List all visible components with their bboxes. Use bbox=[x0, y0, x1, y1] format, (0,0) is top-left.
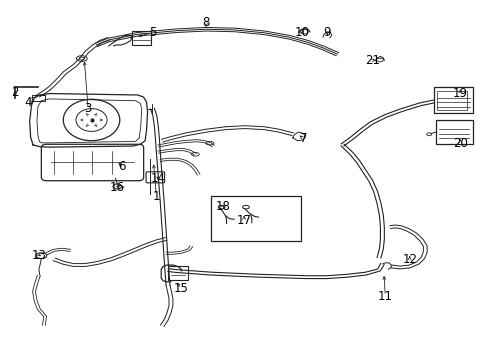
Bar bbox=[438, 91, 466, 111]
Text: 8: 8 bbox=[202, 15, 210, 28]
Text: 18: 18 bbox=[216, 200, 230, 213]
Text: 6: 6 bbox=[119, 160, 126, 173]
Text: 19: 19 bbox=[453, 87, 468, 100]
Text: 5: 5 bbox=[149, 26, 156, 39]
Text: 20: 20 bbox=[453, 137, 468, 150]
Bar bbox=[31, 95, 45, 102]
Text: 15: 15 bbox=[173, 283, 188, 296]
Text: 1: 1 bbox=[152, 190, 160, 203]
Bar bbox=[434, 87, 473, 113]
Text: 7: 7 bbox=[300, 132, 307, 145]
Text: 11: 11 bbox=[378, 289, 393, 303]
Text: 16: 16 bbox=[110, 181, 125, 194]
Text: 3: 3 bbox=[84, 102, 92, 115]
Bar bbox=[132, 31, 151, 45]
Bar bbox=[211, 196, 301, 241]
Text: 9: 9 bbox=[323, 26, 331, 39]
Text: 21: 21 bbox=[365, 54, 380, 67]
Text: 10: 10 bbox=[295, 26, 310, 39]
Text: 2: 2 bbox=[11, 86, 19, 99]
Bar bbox=[168, 266, 188, 280]
Text: 4: 4 bbox=[24, 96, 32, 109]
Text: 13: 13 bbox=[32, 249, 47, 262]
Bar bbox=[436, 120, 472, 144]
Text: 14: 14 bbox=[151, 172, 166, 185]
Text: 12: 12 bbox=[402, 253, 417, 266]
Text: 17: 17 bbox=[237, 213, 251, 226]
